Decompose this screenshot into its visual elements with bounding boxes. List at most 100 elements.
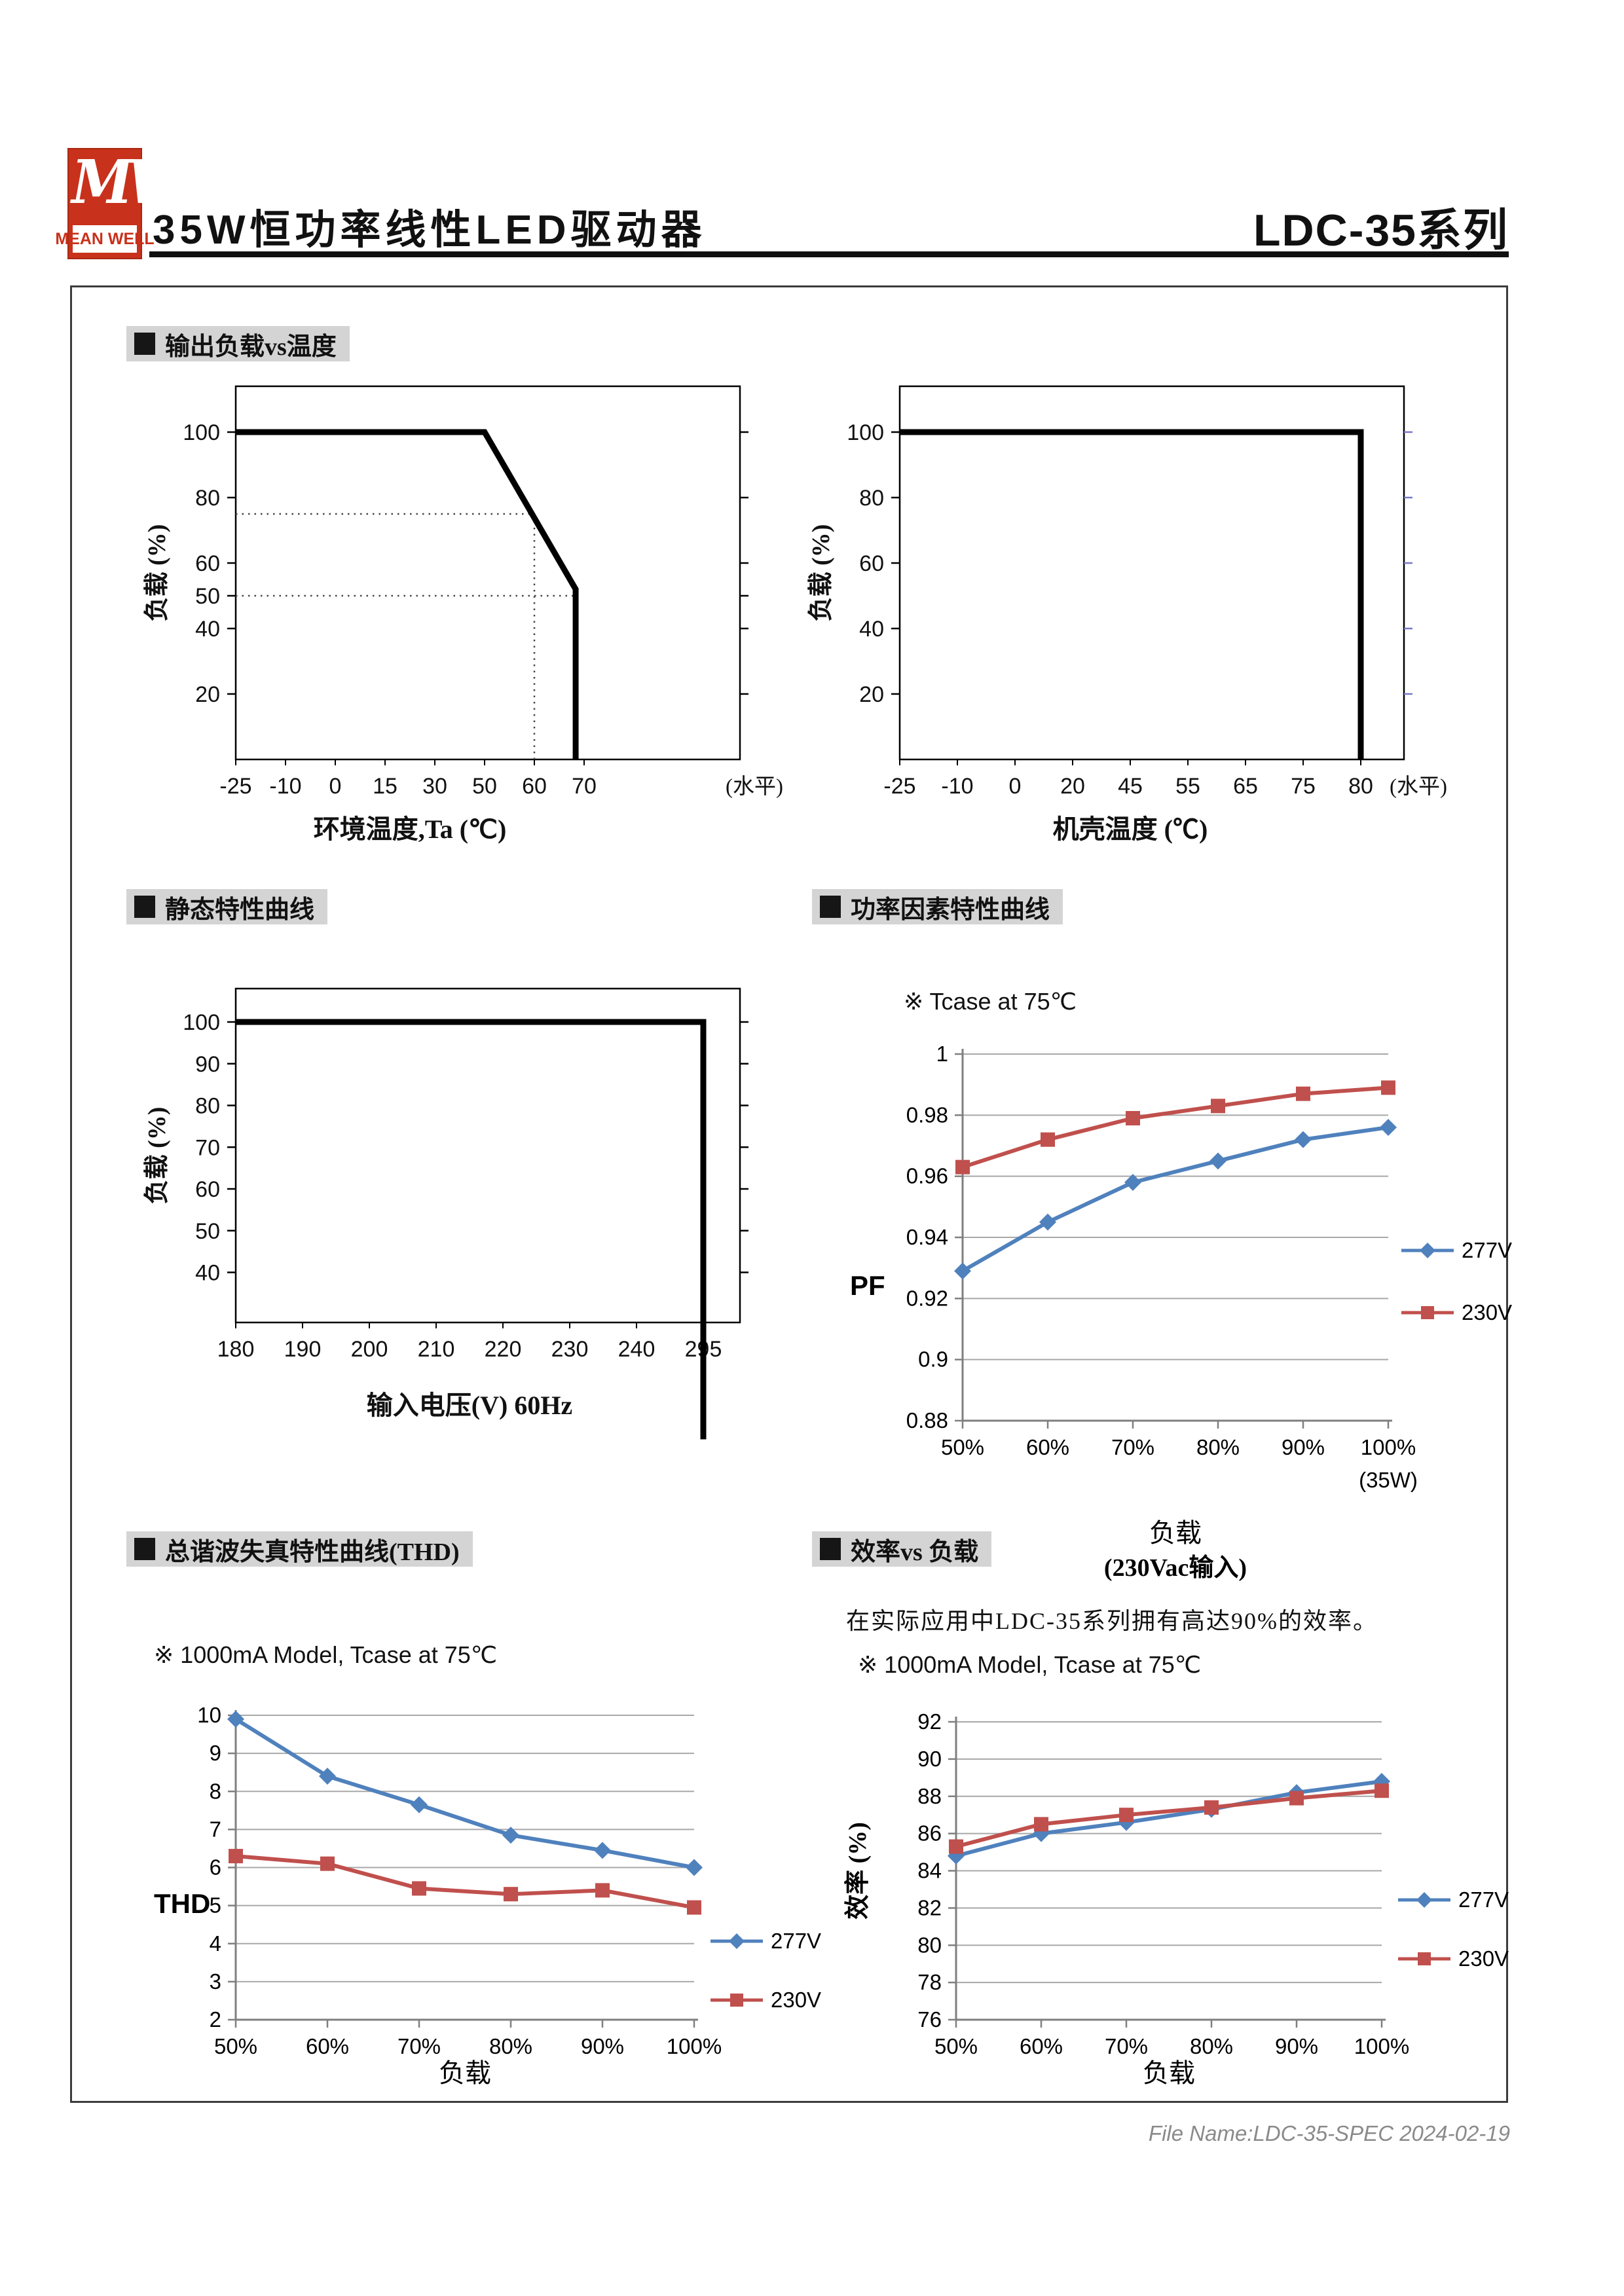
efficiency-intro-text: 在实际应用中LDC-35系列拥有高达90%的效率。 — [846, 1608, 1378, 1634]
section-header-efficiency-vs-load: 效率vs 负载 — [812, 1531, 992, 1567]
x-tick-sub-label: (35W) — [1359, 1468, 1418, 1492]
x-axis-title: 输入电压(V) 60Hz — [367, 1391, 572, 1420]
legend-label: 230V — [1462, 1300, 1512, 1324]
section-bullet-icon — [134, 1538, 155, 1560]
x-tick-label: 55 — [1175, 774, 1200, 799]
x-tick-label: 50 — [472, 774, 497, 799]
x-axis-subtitle: (230Vac输入) — [1104, 1554, 1247, 1582]
x-tick-label: 30 — [422, 774, 447, 799]
y-tick-label: 0.88 — [906, 1408, 948, 1432]
header-divider — [149, 251, 1509, 257]
y-tick-label: 60 — [195, 551, 220, 576]
x-tick-label: 75 — [1291, 774, 1316, 799]
y-tick-label: 80 — [195, 486, 220, 511]
y-axis-title: 负载 (%) — [143, 524, 171, 622]
legend-label: 277V — [1458, 1887, 1509, 1912]
chart-note: ※ 1000mA Model, Tcase at 75℃ — [154, 1641, 497, 1668]
logo-mw-icon: MW — [71, 147, 189, 217]
x-tick-label: 70% — [1111, 1435, 1154, 1459]
x-tick-label: 50% — [934, 2034, 978, 2058]
x-axis-title: 负载 — [1143, 2058, 1195, 2088]
legend-label: 277V — [1462, 1238, 1512, 1262]
legend-square-marker — [730, 1994, 743, 2007]
mean-well-logo: MW MEAN WELL — [55, 147, 189, 259]
legend: 277V 230V — [1401, 1238, 1512, 1324]
section-header-thd: 总谐波失真特性曲线(THD) — [126, 1531, 473, 1567]
legend-label: 277V — [771, 1929, 821, 1953]
legend-square-marker — [1421, 1306, 1434, 1319]
x-tick-label: 80% — [489, 2034, 532, 2058]
y-tick-label: 0.98 — [906, 1102, 948, 1127]
x-tick-label: -25 — [883, 774, 915, 799]
section-title: 总谐波失真特性曲线(THD) — [165, 1538, 460, 1566]
chart-power-factor: 0.88 0.9 0.92 0.94 0.96 0.98 1 50% 60% 70% 80% 90% 1… — [850, 988, 1512, 1582]
x-tick-label: 70% — [397, 2034, 441, 2058]
y-tick-label: 84 — [917, 1859, 942, 1883]
x-tick-label: 80% — [1196, 1435, 1240, 1459]
y-tick-label: 40 — [195, 1261, 220, 1286]
x-tick-label: -25 — [219, 774, 251, 799]
y-tick-label: 2 — [210, 2007, 221, 2032]
y-tick-label: 3 — [210, 1969, 221, 1994]
series-230V-marker — [1375, 1783, 1389, 1798]
x-tick-label: 70% — [1105, 2034, 1148, 2058]
x-axis-title: 负载 — [1149, 1518, 1202, 1548]
legend-diamond-marker — [729, 1933, 745, 1949]
series-230V-line — [235, 1854, 695, 1910]
y-tick-label: 60 — [195, 1177, 220, 1202]
chart-note: ※ 1000mA Model, Tcase at 75℃ — [858, 1651, 1201, 1678]
series-277V-marker — [319, 1768, 336, 1785]
y-tick-label: 90 — [917, 1747, 942, 1771]
y-tick-label: 4 — [210, 1931, 221, 1956]
series-277V-line — [961, 1125, 1389, 1273]
series-230V-marker — [949, 1839, 963, 1854]
y-tick-label: 80 — [195, 1094, 220, 1119]
series-277V-line — [234, 1717, 695, 1870]
x-tick-label: 190 — [284, 1337, 322, 1362]
y-axis-title: THD — [154, 1888, 210, 1919]
series-230V-line — [962, 1085, 1389, 1169]
y-tick-label: 0.94 — [906, 1225, 948, 1249]
y-tick-label: 20 — [195, 682, 220, 707]
x-tick-label: 80% — [1190, 2034, 1233, 2058]
y-tick-label: 10 — [197, 1703, 221, 1727]
series-230V-marker — [504, 1887, 518, 1902]
series-277V-marker — [1209, 1152, 1227, 1170]
series-230V-marker — [1296, 1086, 1310, 1101]
series-277V-marker — [954, 1262, 971, 1280]
series-230V — [229, 1849, 701, 1915]
series-derating-limit-line — [900, 429, 1364, 759]
x-tick-label: 240 — [618, 1337, 655, 1362]
x-tick-label: 45 — [1118, 774, 1143, 799]
series-277V-marker — [411, 1796, 428, 1813]
footer-file-name: File Name:LDC-35-SPEC 2024-02-19 — [1148, 2121, 1510, 2145]
series-derating-limit-line — [236, 429, 579, 759]
x-tick-label: 210 — [418, 1337, 455, 1362]
legend-diamond-marker — [1416, 1892, 1432, 1908]
y-tick-label: 50 — [195, 584, 220, 609]
y-tick-label: 0.92 — [906, 1286, 948, 1310]
y-tick-label: 8 — [210, 1779, 221, 1803]
x-tick-label: 100% — [667, 2034, 722, 2058]
series-230V — [949, 1783, 1389, 1854]
y-tick-label: 6 — [210, 1855, 221, 1880]
x-tick-label: 180 — [217, 1337, 255, 1362]
x-tick-label: 0 — [329, 774, 342, 799]
series-230V-marker — [595, 1883, 610, 1898]
series-230V-marker — [1289, 1791, 1304, 1806]
y-axis-title: 效率 (%) — [844, 1822, 872, 1920]
plot-border — [234, 385, 741, 761]
series-230V-marker — [412, 1881, 426, 1896]
series-230V-marker — [1034, 1817, 1048, 1832]
x-tick-label: 50% — [214, 2034, 257, 2058]
x-tick-label: -10 — [269, 774, 301, 799]
series-230V-marker — [1126, 1111, 1140, 1125]
x-tick-label: 200 — [351, 1337, 388, 1362]
y-axis-title: 负载 (%) — [807, 524, 835, 622]
section-bullet-icon — [134, 333, 155, 355]
section-title: 静态特性曲线 — [165, 896, 315, 924]
section-bullet-icon — [820, 896, 841, 918]
logo-brand-band: MEAN WELL — [55, 225, 155, 253]
